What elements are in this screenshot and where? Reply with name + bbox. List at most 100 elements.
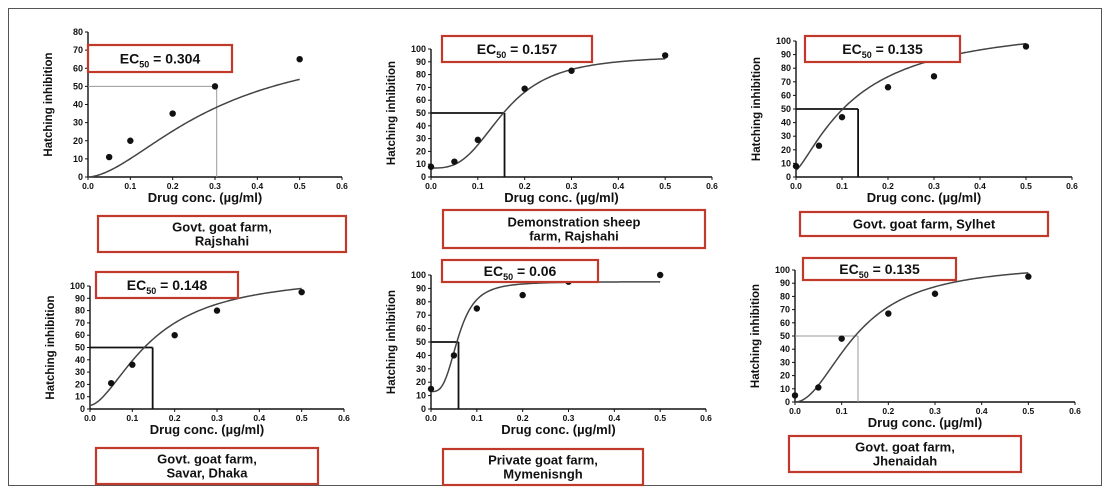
y-tick-label: 80 bbox=[780, 291, 790, 301]
y-tick-label: 70 bbox=[73, 45, 83, 55]
x-tick-label: 0.6 bbox=[338, 413, 350, 423]
y-tick-label: 100 bbox=[776, 36, 791, 46]
y-tick-label: 60 bbox=[75, 330, 85, 340]
x-tick-label: 0.6 bbox=[706, 181, 718, 191]
y-tick-label: 90 bbox=[75, 293, 85, 303]
y-axis-label: Hatching inhibition bbox=[43, 52, 55, 156]
data-point bbox=[129, 361, 136, 368]
x-tick-label: 0.6 bbox=[1066, 181, 1078, 191]
data-point bbox=[838, 335, 845, 342]
y-tick-label: 30 bbox=[416, 364, 426, 374]
ec50-label: EC50 = 0.304 bbox=[120, 51, 201, 70]
x-tick-label: 0.5 bbox=[294, 181, 306, 191]
y-axis-label: Hatching inhibition bbox=[751, 57, 763, 161]
data-point bbox=[885, 310, 892, 317]
y-tick-label: 100 bbox=[411, 44, 426, 54]
y-tick-label: 20 bbox=[781, 145, 791, 155]
y-tick-label: 40 bbox=[73, 100, 83, 110]
y-tick-label: 20 bbox=[780, 371, 790, 381]
y-tick-label: 50 bbox=[73, 81, 83, 91]
farm-caption-box bbox=[94, 446, 320, 486]
y-axis-label: Hatching inhibition bbox=[386, 290, 398, 394]
y-tick-label: 90 bbox=[416, 57, 426, 67]
data-point bbox=[127, 137, 134, 144]
data-point bbox=[519, 291, 526, 299]
ec50-label: EC50 = 0.135 bbox=[839, 261, 920, 280]
y-tick-label: 20 bbox=[416, 377, 426, 387]
x-tick-label: 0.5 bbox=[296, 413, 308, 423]
x-tick-label: 0.0 bbox=[82, 181, 94, 191]
data-point bbox=[427, 385, 435, 393]
data-point bbox=[884, 84, 892, 91]
x-tick-label: 0.1 bbox=[836, 406, 848, 416]
ec50-box bbox=[803, 34, 962, 64]
data-point bbox=[1022, 43, 1030, 50]
data-point bbox=[427, 163, 435, 170]
ec50-box bbox=[86, 43, 234, 74]
x-tick-label: 0.2 bbox=[169, 413, 181, 423]
x-tick-label: 0.0 bbox=[425, 413, 437, 423]
y-tick-label: 70 bbox=[416, 82, 426, 92]
farm-caption-line: Private goat farm, bbox=[488, 453, 598, 468]
y-tick-label: 90 bbox=[416, 283, 426, 293]
data-point bbox=[1025, 273, 1032, 280]
x-tick-label: 0.4 bbox=[612, 181, 624, 191]
y-tick-label: 40 bbox=[780, 344, 790, 354]
x-tick-label: 0.4 bbox=[608, 413, 620, 423]
x-tick-label: 0.2 bbox=[517, 413, 529, 423]
x-tick-label: 0.0 bbox=[789, 406, 801, 416]
x-tick-label: 0.3 bbox=[211, 413, 223, 423]
x-tick-label: 0.2 bbox=[882, 181, 894, 191]
y-tick-label: 0 bbox=[786, 172, 791, 182]
y-tick-label: 70 bbox=[75, 318, 85, 328]
x-tick-label: 0.2 bbox=[519, 181, 531, 191]
x-tick-label: 0.2 bbox=[882, 406, 894, 416]
farm-caption-line: Jhenaidah bbox=[873, 454, 937, 469]
y-axis-label: Hatching inhibition bbox=[750, 284, 762, 388]
ec50-label: EC50 = 0.157 bbox=[477, 41, 558, 60]
y-tick-label: 50 bbox=[416, 337, 426, 347]
x-axis-label: Drug conc. (µg/ml) bbox=[150, 422, 264, 437]
fit-curve bbox=[430, 281, 661, 393]
y-tick-label: 50 bbox=[780, 331, 790, 341]
y-tick-label: 40 bbox=[416, 121, 426, 131]
x-axis-label: Drug conc. (µg/ml) bbox=[868, 415, 982, 430]
x-tick-label: 0.6 bbox=[700, 413, 712, 423]
y-tick-label: 20 bbox=[416, 146, 426, 156]
farm-caption-line: Savar, Dhaka bbox=[167, 466, 249, 481]
data-point bbox=[296, 55, 303, 63]
y-tick-label: 90 bbox=[781, 50, 791, 60]
y-tick-label: 80 bbox=[416, 297, 426, 307]
y-tick-label: 80 bbox=[73, 27, 83, 37]
y-tick-label: 60 bbox=[781, 90, 791, 100]
farm-caption-box bbox=[441, 208, 707, 250]
y-tick-label: 50 bbox=[781, 104, 791, 114]
x-tick-label: 0.4 bbox=[974, 181, 986, 191]
y-tick-label: 90 bbox=[780, 278, 790, 288]
x-tick-label: 0.2 bbox=[167, 181, 179, 191]
y-tick-label: 10 bbox=[416, 391, 426, 401]
x-tick-label: 0.6 bbox=[336, 181, 348, 191]
data-point bbox=[211, 83, 219, 90]
farm-caption-box bbox=[787, 434, 1023, 474]
y-tick-label: 60 bbox=[416, 95, 426, 105]
farm-caption-line: Govt. goat farm, bbox=[855, 440, 955, 455]
data-point bbox=[473, 305, 481, 312]
data-point bbox=[451, 158, 458, 165]
chart-4: 0.0 0.1 0.2 0.3 0.4 0.5 0.6 0 10 20 30 40 50 60 70 80 90… bbox=[45, 270, 350, 486]
x-tick-label: 0.6 bbox=[1069, 406, 1081, 416]
y-tick-label: 10 bbox=[781, 158, 791, 168]
y-axis-label: Hatching inhibition bbox=[45, 295, 57, 399]
ec50-label: EC50 = 0.135 bbox=[842, 41, 923, 60]
y-tick-label: 20 bbox=[75, 379, 85, 389]
y-tick-label: 30 bbox=[416, 134, 426, 144]
data-point bbox=[171, 332, 178, 339]
fit-curve bbox=[431, 58, 666, 169]
chart-6: 0.0 0.1 0.2 0.3 0.4 0.5 0.6 0 10 20 30 40 50 60 70 80 90… bbox=[750, 256, 1081, 474]
y-tick-label: 40 bbox=[416, 350, 426, 360]
y-tick-label: 0 bbox=[80, 404, 85, 414]
y-tick-label: 60 bbox=[780, 318, 790, 328]
data-point bbox=[107, 379, 115, 387]
data-point bbox=[838, 113, 846, 121]
